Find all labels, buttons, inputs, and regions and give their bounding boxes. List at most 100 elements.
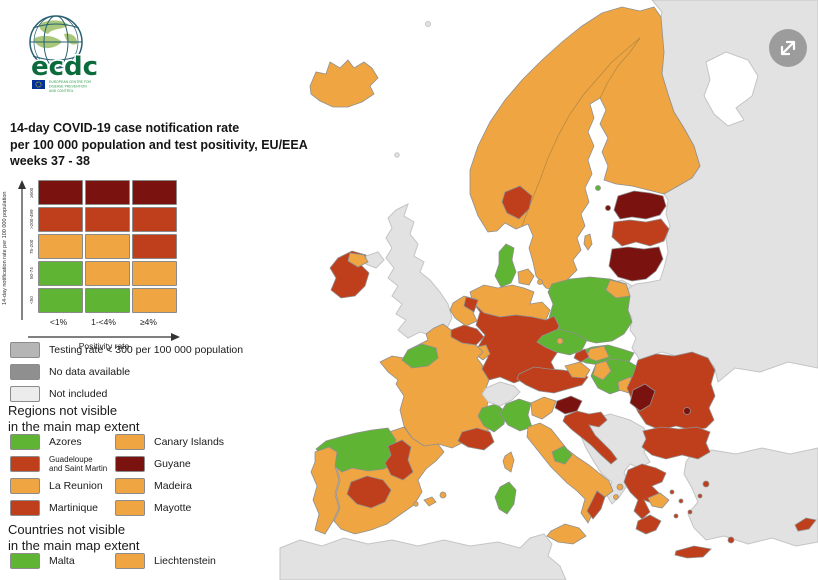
map-region-faroe xyxy=(425,21,431,27)
map-region-crete[interactable] xyxy=(674,545,712,559)
matrix-row: 75-200 xyxy=(27,234,177,259)
matrix-cell-orange xyxy=(132,261,177,286)
map-region-italy-central[interactable] xyxy=(551,445,573,465)
matrix-cell-darkred xyxy=(85,180,130,205)
map-region-peloponnese[interactable] xyxy=(635,514,662,535)
map-region-italy-calabria[interactable] xyxy=(586,490,606,520)
map-region-gotland[interactable] xyxy=(583,233,593,251)
rate-positivity-matrix-legend: 14-day notification rate per 100 000 pop… xyxy=(0,180,200,355)
map-region-switzerland xyxy=(481,381,521,407)
legend-item: Madeira xyxy=(115,475,265,497)
matrix-cell-orange xyxy=(85,261,130,286)
map-region-aegean-4[interactable] xyxy=(697,493,703,499)
map-region-portugal[interactable] xyxy=(310,446,340,535)
map-region-poland-northeast[interactable] xyxy=(605,279,631,299)
legend-swatch xyxy=(115,553,145,569)
legend-label: Canary Islands xyxy=(154,436,225,448)
matrix-cell-darkred xyxy=(38,180,83,205)
map-region-corsica[interactable] xyxy=(502,451,515,473)
matrix-cell-red xyxy=(85,207,130,232)
white-sea xyxy=(703,51,759,127)
map-region-slovenia[interactable] xyxy=(554,395,583,415)
expand-button[interactable] xyxy=(769,29,807,67)
map-region-ibiza[interactable] xyxy=(413,501,419,507)
map-region-norway-oslo[interactable] xyxy=(501,185,533,220)
map-region-spain-aragon[interactable] xyxy=(384,439,414,481)
matrix-row-label: ≥500 xyxy=(29,187,34,198)
map-region-denmark-islands[interactable] xyxy=(517,268,535,286)
map-region-france-paca[interactable] xyxy=(457,427,495,451)
map-region-cyprus[interactable] xyxy=(794,517,817,532)
map-region-sicily[interactable] xyxy=(546,523,587,545)
matrix-cell-red xyxy=(132,207,177,232)
map-region-estonia-islands[interactable] xyxy=(605,204,612,211)
map-region-minorca[interactable] xyxy=(439,491,447,499)
map-region-ireland-northeast[interactable] xyxy=(347,252,369,268)
map-region-bornholm[interactable] xyxy=(537,279,543,285)
countries-section-heading: Countries not visible in the main map ex… xyxy=(8,522,140,553)
map-region-turkey xyxy=(683,447,818,547)
map-region-estonia[interactable] xyxy=(613,190,667,220)
matrix-row-label: 50-74 xyxy=(29,267,34,280)
matrix-cell-green xyxy=(85,288,130,313)
map-region-hungary-west[interactable] xyxy=(592,360,612,381)
legend-label: Azores xyxy=(49,436,82,448)
matrix-cell-orange xyxy=(85,234,130,259)
legend-label: Mayotte xyxy=(154,502,192,514)
map-region-romania-west[interactable] xyxy=(629,383,656,412)
map-region-austria-northeast[interactable] xyxy=(564,361,591,379)
legend-label: Martinique xyxy=(49,502,99,514)
map-region-bulgaria[interactable] xyxy=(641,426,711,460)
map-region-sardinia[interactable] xyxy=(494,481,517,515)
map-region-france-normandy[interactable] xyxy=(401,343,439,369)
legend-swatch xyxy=(10,553,40,569)
map-region-italy-northeast[interactable] xyxy=(530,396,557,420)
legend-item: Guyane xyxy=(115,453,265,475)
legend-swatch xyxy=(10,500,40,516)
logo-org-line-1: EUROPEAN CENTRE FOR xyxy=(49,80,92,84)
legend-label: Guadeloupe and Saint Martin xyxy=(49,454,108,473)
legend-item: Mayotte xyxy=(115,497,265,519)
map-region-aegean-2[interactable] xyxy=(678,498,684,504)
legend-label: Not included xyxy=(49,388,108,400)
matrix-cell-darkred xyxy=(132,180,177,205)
map-region-greece[interactable] xyxy=(623,463,667,520)
legend-item: Martinique xyxy=(10,497,115,519)
expand-icon xyxy=(769,29,807,67)
map-region-aegean-3[interactable] xyxy=(687,509,693,515)
matrix-cell-orange xyxy=(132,288,177,313)
map-region-croatia[interactable] xyxy=(562,410,618,465)
map-region-rhodes[interactable] xyxy=(727,536,735,544)
sweden-finland-border xyxy=(599,37,641,99)
legend-item: Liechtenstein xyxy=(115,550,265,572)
map-region-aegean-5[interactable] xyxy=(673,513,679,519)
legend-label: Testing rate < 300 per 100 000 populatio… xyxy=(49,344,244,356)
map-region-denmark-jutland[interactable] xyxy=(494,243,517,288)
logo-org-line-3: AND CONTROL xyxy=(49,89,74,93)
map-region-netherlands-northeast[interactable] xyxy=(463,296,479,313)
regions-heading-line-1: Regions not visible xyxy=(8,403,118,418)
map-region-ionian-1[interactable] xyxy=(616,483,624,491)
map-region-ionian-2[interactable] xyxy=(613,494,619,500)
legend-item: Malta xyxy=(10,550,115,572)
map-region-attica[interactable] xyxy=(647,492,670,509)
matrix-x-axis-label: Positivity rate xyxy=(78,341,130,351)
countries-heading-line-2: in the main map extent xyxy=(8,537,140,553)
map-region-mallorca[interactable] xyxy=(423,496,437,507)
map-region-latvia[interactable] xyxy=(611,218,670,247)
legend-label: Guyane xyxy=(154,458,191,470)
map-region-romania-center[interactable] xyxy=(683,407,691,415)
matrix-row: 50-74 xyxy=(27,261,177,286)
matrix-column-label: ≥4% xyxy=(140,317,157,327)
legend-item: Azores xyxy=(10,431,115,453)
map-region-slovakia-west[interactable] xyxy=(573,348,590,363)
map-region-prague[interactable] xyxy=(556,337,564,345)
map-region-aegean-1[interactable] xyxy=(669,489,675,495)
map-region-aland[interactable] xyxy=(595,185,601,191)
matrix-row: >200-499 xyxy=(27,207,177,232)
map-region-lithuania[interactable] xyxy=(608,246,664,282)
map-region-spain-castilla-la-mancha[interactable] xyxy=(346,475,392,509)
map-region-iceland[interactable] xyxy=(309,59,379,108)
map-region-lesbos[interactable] xyxy=(702,480,710,488)
